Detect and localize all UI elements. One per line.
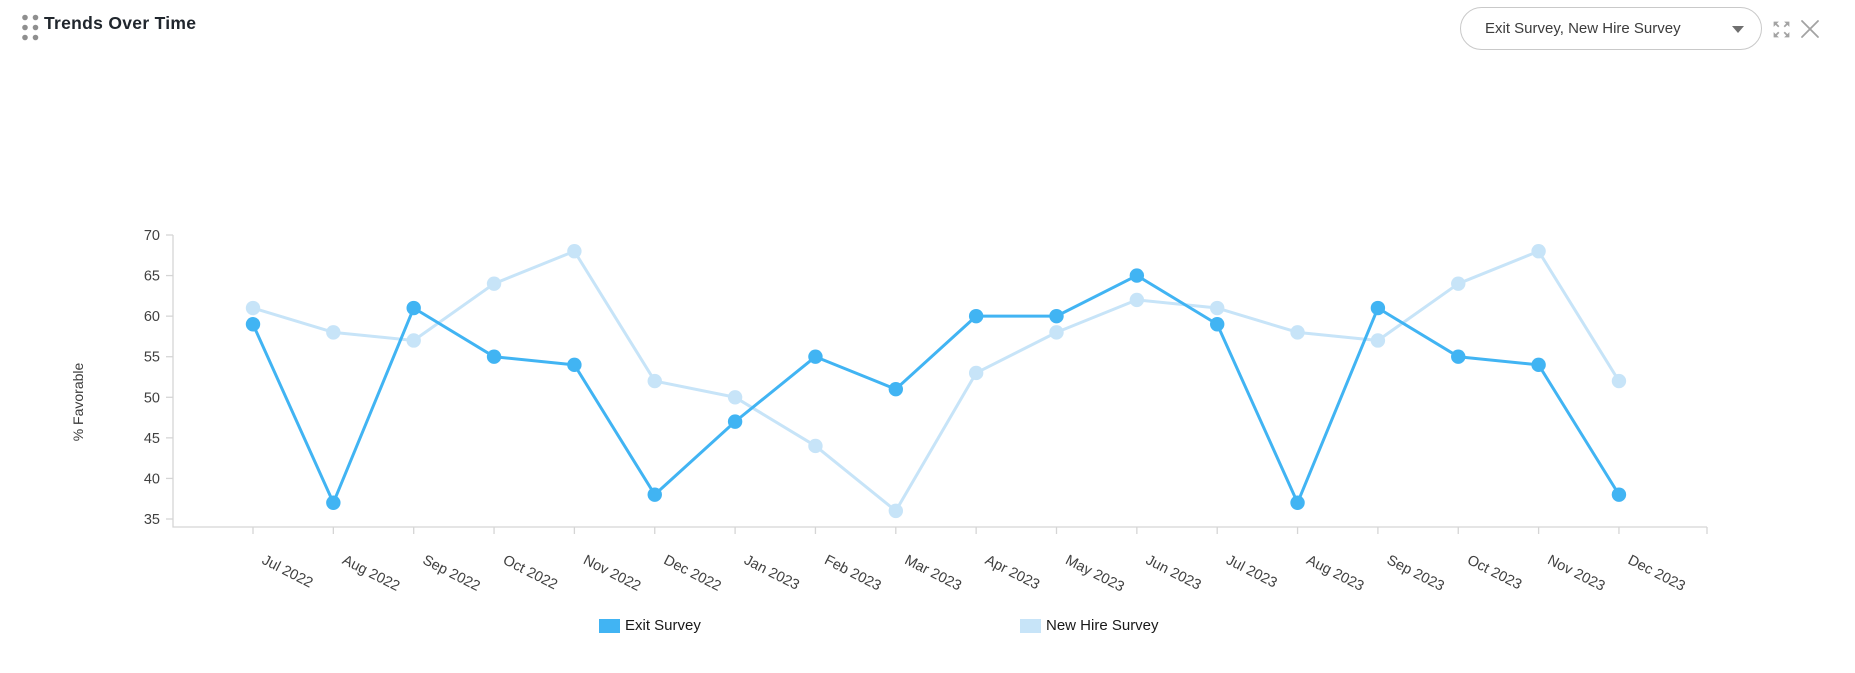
x-tick-label: Oct 2022 [500, 552, 560, 593]
drag-handle-icon[interactable] [21, 14, 39, 41]
exit-survey-point[interactable] [1451, 349, 1466, 364]
legend-item-exit-survey[interactable]: Exit Survey [599, 617, 701, 634]
new-hire-survey-point[interactable] [808, 438, 823, 454]
x-tick-label: Jul 2022 [259, 552, 315, 591]
survey-filter-dropdown[interactable]: Exit Survey, New Hire Survey [1460, 7, 1762, 50]
new-hire-survey-point[interactable] [1210, 300, 1225, 316]
x-tick-label: Nov 2023 [1545, 552, 1608, 594]
y-tick-label: 65 [144, 269, 160, 285]
exit-survey-point[interactable] [567, 357, 582, 373]
new-hire-survey-point[interactable] [1129, 292, 1145, 308]
exit-survey-point[interactable] [888, 381, 903, 397]
exit-survey-point[interactable] [1210, 317, 1225, 332]
exit-survey-point[interactable] [1129, 268, 1145, 283]
caret-down-icon [1732, 26, 1744, 33]
new-hire-survey-point[interactable] [968, 365, 984, 381]
new-hire-survey-point[interactable] [567, 244, 582, 259]
legend-item-new-hire-survey[interactable]: New Hire Survey [1020, 617, 1159, 634]
x-tick-label: Sep 2023 [1384, 552, 1447, 594]
x-tick-label: Dec 2022 [661, 552, 724, 594]
x-tick-label: Feb 2023 [822, 552, 884, 594]
x-tick-label: Jun 2023 [1143, 552, 1203, 593]
exit-survey-point[interactable] [1370, 300, 1386, 316]
new-hire-survey-point[interactable] [1531, 244, 1546, 259]
expand-icon [1773, 21, 1790, 38]
new-hire-survey-point[interactable] [1451, 276, 1466, 291]
new-hire-survey-point[interactable] [326, 325, 341, 340]
exit-survey-point[interactable] [1611, 487, 1627, 502]
new-hire-survey-point[interactable] [406, 333, 421, 348]
page-title: Trends Over Time [44, 13, 197, 33]
exit-survey-swatch [599, 618, 620, 633]
y-tick-label: 60 [144, 309, 160, 325]
legend-label: Exit Survey [625, 617, 701, 634]
x-tick-label: Apr 2023 [982, 552, 1042, 593]
exit-survey-line [251, 274, 1621, 505]
y-tick-label: 50 [144, 390, 160, 406]
x-tick-label: Jan 2023 [741, 552, 801, 593]
y-tick-label: 40 [144, 471, 160, 487]
exit-survey-point[interactable] [647, 487, 662, 502]
new-hire-survey-point[interactable] [1370, 333, 1386, 348]
y-tick-label: 45 [144, 431, 160, 447]
legend-label: New Hire Survey [1046, 617, 1159, 634]
new-hire-survey-point[interactable] [1290, 325, 1305, 340]
new-hire-survey-point[interactable] [888, 503, 903, 519]
x-tick-label: Aug 2022 [340, 552, 403, 594]
x-tick-label: Aug 2023 [1304, 552, 1367, 594]
x-tick-label: May 2023 [1063, 552, 1127, 595]
new-hire-survey-swatch [1020, 618, 1041, 633]
exit-survey-point[interactable] [1049, 308, 1064, 324]
x-tick-label: Jul 2023 [1223, 552, 1279, 591]
x-tick-label: Dec 2023 [1625, 552, 1688, 594]
axis-line [172, 235, 1707, 528]
y-tick-label: 55 [144, 350, 160, 366]
close-button[interactable] [1798, 17, 1822, 41]
x-tick-label: Oct 2023 [1464, 552, 1524, 593]
x-tick-label: Mar 2023 [902, 552, 964, 594]
exit-survey-point[interactable] [486, 349, 502, 364]
new-hire-survey-line [251, 249, 1621, 513]
exit-survey-point[interactable] [406, 300, 421, 316]
exit-survey-point[interactable] [808, 349, 823, 364]
y-tick-label: 35 [144, 512, 160, 528]
new-hire-survey-point[interactable] [1049, 325, 1064, 340]
exit-survey-point[interactable] [1531, 357, 1546, 373]
exit-survey-point[interactable] [245, 317, 261, 332]
exit-survey-point[interactable] [968, 308, 984, 324]
expand-button[interactable] [1771, 19, 1792, 40]
exit-survey-point[interactable] [1290, 495, 1305, 510]
exit-survey-point[interactable] [326, 495, 341, 510]
y-axis-title: % Favorable [70, 362, 86, 441]
new-hire-survey-point[interactable] [245, 300, 261, 316]
new-hire-survey-point[interactable] [647, 373, 662, 389]
close-icon [1801, 20, 1819, 38]
new-hire-survey-point[interactable] [727, 390, 743, 405]
x-tick-label: Nov 2022 [581, 552, 644, 594]
x-tick-label: Sep 2022 [420, 552, 483, 594]
exit-survey-point[interactable] [727, 414, 743, 429]
y-tick-label: 70 [144, 228, 160, 244]
new-hire-survey-point[interactable] [486, 276, 502, 291]
new-hire-survey-point[interactable] [1611, 373, 1627, 389]
